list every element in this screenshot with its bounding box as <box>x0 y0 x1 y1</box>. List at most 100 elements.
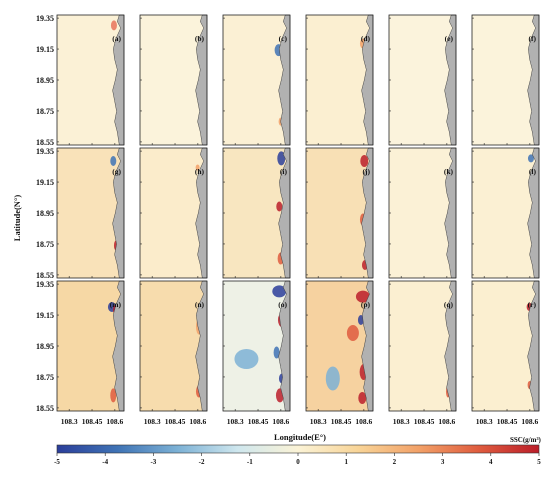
x-tick-label: 108.45 <box>248 417 269 426</box>
land-mask <box>195 280 208 412</box>
y-tick-label: 18.95 <box>36 76 54 85</box>
colorbar-tick-label: -4 <box>102 458 108 466</box>
x-tick-label: 108.6 <box>272 417 289 426</box>
y-tick-label: 18.55 <box>36 404 54 413</box>
panel-background <box>472 148 539 278</box>
land-mask <box>112 147 125 279</box>
panel-label: (n) <box>195 300 205 309</box>
map-panel: (i) <box>222 147 291 279</box>
land-mask <box>527 147 540 279</box>
ssc-anomaly-patch <box>234 349 259 369</box>
ssc-anomaly-patch <box>360 155 369 167</box>
panel-label: (g) <box>112 167 121 176</box>
panel-label: (d) <box>361 34 371 43</box>
panel-background <box>306 281 373 411</box>
ssc-anomaly-patch <box>110 156 117 166</box>
panel-background <box>140 15 207 145</box>
land-mask <box>112 14 125 146</box>
panel-label: (a) <box>112 34 121 43</box>
panel-label: (q) <box>444 300 454 309</box>
x-tick-label: 108.3 <box>61 417 78 426</box>
panel-background <box>140 281 207 411</box>
land-mask <box>527 14 540 146</box>
land-mask <box>361 280 374 412</box>
panel-background <box>472 15 539 145</box>
land-mask <box>278 147 291 279</box>
x-tick-labels: 108.3 108.45 108.6 108.3 108.45 108.6 108.3 108… <box>61 417 539 426</box>
land-mask <box>278 14 291 146</box>
land-mask <box>444 147 457 279</box>
x-tick-label: 108.45 <box>414 417 435 426</box>
land-mask <box>527 280 540 412</box>
panel-background <box>306 148 373 278</box>
colorbar-tick-label: 0 <box>296 458 300 466</box>
map-panel: (k) <box>388 147 457 279</box>
land-mask <box>195 14 208 146</box>
panel-label: (k) <box>444 167 454 176</box>
x-tick-label: 108.6 <box>355 417 372 426</box>
panel-background <box>389 148 456 278</box>
y-tick-label: 18.95 <box>36 342 54 351</box>
map-panel: (m) <box>56 280 125 412</box>
map-panel: (q) <box>388 280 457 412</box>
land-mask <box>444 280 457 412</box>
panel-label: (j) <box>363 167 371 176</box>
ssc-anomaly-patch <box>272 285 287 298</box>
land-mask <box>361 147 374 279</box>
x-tick-label: 108.45 <box>497 417 518 426</box>
colorbar-tick-label: -2 <box>199 458 205 466</box>
map-panel: (j) <box>305 147 374 279</box>
colorbar-ticks: -5 -4 -3 -2 -1 0 1 2 3 4 5 <box>54 453 541 466</box>
x-tick-label: 108.6 <box>521 417 538 426</box>
map-panel: (g) <box>56 147 125 279</box>
map-panel: (d) <box>305 14 374 146</box>
panel-label: (m) <box>110 300 122 309</box>
y-tick-label: 19.35 <box>36 280 54 289</box>
panel-label: (c) <box>279 34 288 43</box>
y-tick-label: 19.15 <box>36 45 54 54</box>
panel-label: (i) <box>280 167 288 176</box>
map-panel: (p) <box>305 280 374 412</box>
map-panel: (b) <box>139 14 208 146</box>
y-tick-label: 19.15 <box>36 178 54 187</box>
land-mask <box>444 14 457 146</box>
colorbar-tick-label: 4 <box>489 458 493 466</box>
x-tick-label: 108.6 <box>106 417 123 426</box>
x-tick-label: 108.3 <box>144 417 161 426</box>
map-panel: (a) <box>56 14 125 146</box>
x-tick-label: 108.3 <box>393 417 410 426</box>
colorbar-tick-label: 1 <box>344 458 348 466</box>
panel-label: (b) <box>195 34 205 43</box>
y-tick-label: 19.15 <box>36 311 54 320</box>
x-tick-label: 108.45 <box>331 417 352 426</box>
y-tick-label: 18.55 <box>36 138 54 147</box>
panel-background <box>57 148 124 278</box>
panel-background <box>472 281 539 411</box>
map-panel: (o) <box>222 280 291 412</box>
colorbar-ramp <box>56 444 540 454</box>
panel-label: (r) <box>528 300 537 309</box>
y-axis-label: Latitude(N°) <box>12 195 22 242</box>
map-panel: (c) <box>222 14 291 146</box>
panel-background <box>389 281 456 411</box>
panel-background <box>57 15 124 145</box>
colorbar-tick-label: 2 <box>393 458 397 466</box>
panel-label: (h) <box>195 167 205 176</box>
x-tick-label: 108.3 <box>476 417 493 426</box>
x-axis-label: Longitude(E°) <box>274 432 326 442</box>
y-tick-label: 19.35 <box>36 14 54 23</box>
colorbar-tick-label: 3 <box>441 458 445 466</box>
colorbar-tick-label: -5 <box>54 458 60 466</box>
panel-label: (l) <box>529 167 537 176</box>
ssc-anomaly-patch <box>110 388 117 403</box>
panel-grid: (a) (b) (c) (d) (e) (f) (g) (h) (i) (j) (k) (l) (m) (… <box>56 14 540 412</box>
panel-label: (e) <box>445 34 454 43</box>
y-tick-label: 18.75 <box>36 240 54 249</box>
panel-background <box>140 148 207 278</box>
ssc-anomaly-patch <box>358 392 367 404</box>
y-tick-label: 18.55 <box>36 271 54 280</box>
ssc-anomaly-patch <box>273 346 280 359</box>
land-mask <box>278 280 291 412</box>
ssc-anomaly-patch <box>346 325 359 341</box>
